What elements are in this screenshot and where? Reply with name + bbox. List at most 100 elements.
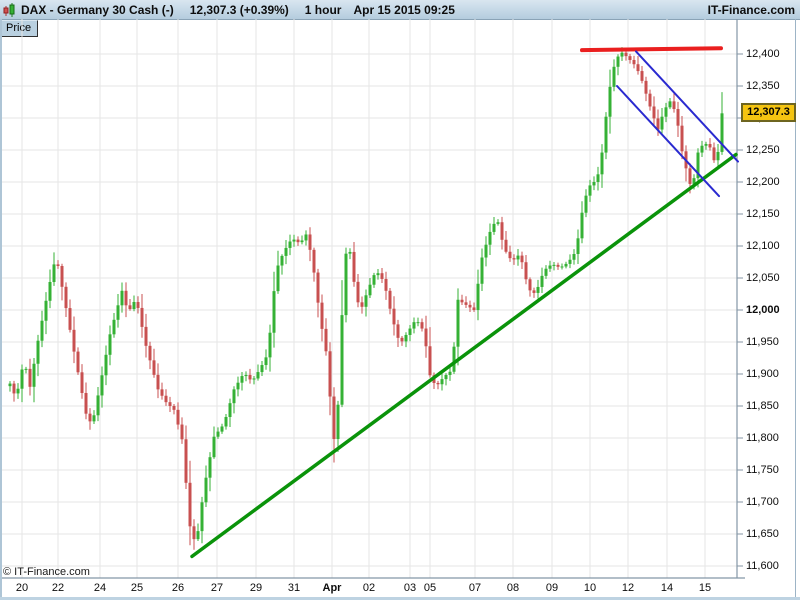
header-bar: DAX - Germany 30 Cash (-) 12,307.3 (+0.3… (0, 0, 800, 20)
candle-body (472, 307, 476, 310)
candle-body (104, 354, 108, 376)
y-axis-label: 11,950 (746, 336, 779, 348)
x-axis-label: 05 (423, 582, 437, 594)
candle-body (160, 389, 164, 396)
candle-body (56, 264, 60, 266)
candle-body (360, 302, 364, 307)
candle-body (348, 251, 352, 254)
candle-body (448, 371, 452, 375)
candle-body (12, 383, 16, 394)
x-axis-label: 15 (698, 582, 712, 594)
y-axis-label: 12,100 (746, 240, 780, 252)
y-axis[interactable]: 12,40012,35012,30012,25012,20012,15012,1… (746, 0, 800, 600)
candle-body (612, 66, 616, 87)
x-axis-label: 26 (171, 582, 185, 594)
candle-body (460, 299, 464, 303)
candle-body (240, 376, 244, 383)
candle-body (260, 365, 264, 373)
candle-body (64, 286, 68, 309)
candle-body (480, 257, 484, 284)
candle-body (596, 174, 600, 182)
y-axis-label: 12,350 (746, 80, 780, 92)
candle-body (24, 368, 28, 370)
candle-body (488, 231, 492, 245)
candle-body (668, 101, 672, 108)
candle-body (244, 374, 248, 377)
x-axis-label: 24 (93, 582, 107, 594)
x-axis[interactable]: 20 22 24 25 26 27 29 31 Apr 02 03 05 07 08 09 10 12 14 15 (0, 581, 745, 597)
candle-body (648, 93, 652, 107)
candle-body (560, 266, 564, 268)
candle-body (172, 406, 176, 410)
candle-body (20, 369, 24, 389)
window-border-bottom (0, 597, 800, 600)
candle-body (292, 239, 296, 242)
candle-body (592, 182, 596, 186)
candle-body (176, 409, 180, 425)
candle-body (28, 368, 32, 387)
candle-body (588, 185, 592, 196)
candle-body (288, 241, 292, 248)
candle-body (236, 382, 240, 390)
candle-body (628, 56, 632, 60)
candle-body (404, 334, 408, 342)
candle-body (456, 299, 460, 347)
x-axis-label: 07 (468, 582, 482, 594)
interval-label: 1 hour (304, 2, 342, 17)
candle-body (284, 247, 288, 256)
candle-body (320, 302, 324, 329)
candle-body (620, 52, 624, 57)
x-axis-label: 27 (210, 582, 224, 594)
candle-body (168, 402, 172, 406)
candle-body (468, 304, 472, 308)
candle-body (484, 244, 488, 258)
candle-body (416, 322, 420, 324)
candle-body (644, 80, 648, 94)
candle-body (192, 526, 196, 540)
candle-body (492, 223, 496, 232)
candle-body (164, 395, 168, 403)
x-axis-label: 03 (403, 582, 417, 594)
candle-body (556, 264, 560, 267)
candle-body (52, 264, 56, 282)
x-axis-label: 20 (15, 582, 29, 594)
candle-body (436, 382, 440, 385)
candle-body (304, 234, 308, 241)
candle-body (380, 273, 384, 279)
candle-body (408, 328, 412, 335)
candlestick-icon (3, 2, 16, 17)
candle-body (100, 375, 104, 396)
candle-body (148, 345, 152, 361)
candle-body (220, 426, 224, 432)
candle-body (84, 392, 88, 414)
candle-body (692, 178, 696, 184)
candle-body (252, 378, 256, 380)
candle-body (600, 152, 604, 175)
candle-body (564, 263, 568, 267)
candle-body (672, 101, 676, 110)
y-axis-label: 12,150 (746, 208, 780, 220)
y-axis-label: 12,200 (746, 176, 780, 188)
candle-body (656, 118, 660, 130)
x-axis-label: 31 (287, 582, 301, 594)
candle-body (700, 145, 704, 153)
candle-body (180, 424, 184, 440)
candle-body (384, 278, 388, 291)
candle-body (708, 144, 712, 148)
candle-body (388, 290, 392, 309)
candle-body (256, 372, 260, 379)
candle-body (496, 222, 500, 224)
candle-body (276, 265, 280, 292)
candle-body (696, 152, 700, 179)
candle-body (76, 351, 80, 373)
candle-body (640, 71, 644, 81)
candle-body (196, 531, 200, 540)
candle-body (48, 282, 52, 301)
tab-price[interactable]: Price (2, 20, 39, 37)
instrument-title: DAX - Germany 30 Cash (-) (21, 2, 174, 17)
candle-body (264, 357, 268, 366)
candle-body (200, 502, 204, 532)
candle-body (716, 151, 720, 161)
candle-body (608, 86, 612, 117)
